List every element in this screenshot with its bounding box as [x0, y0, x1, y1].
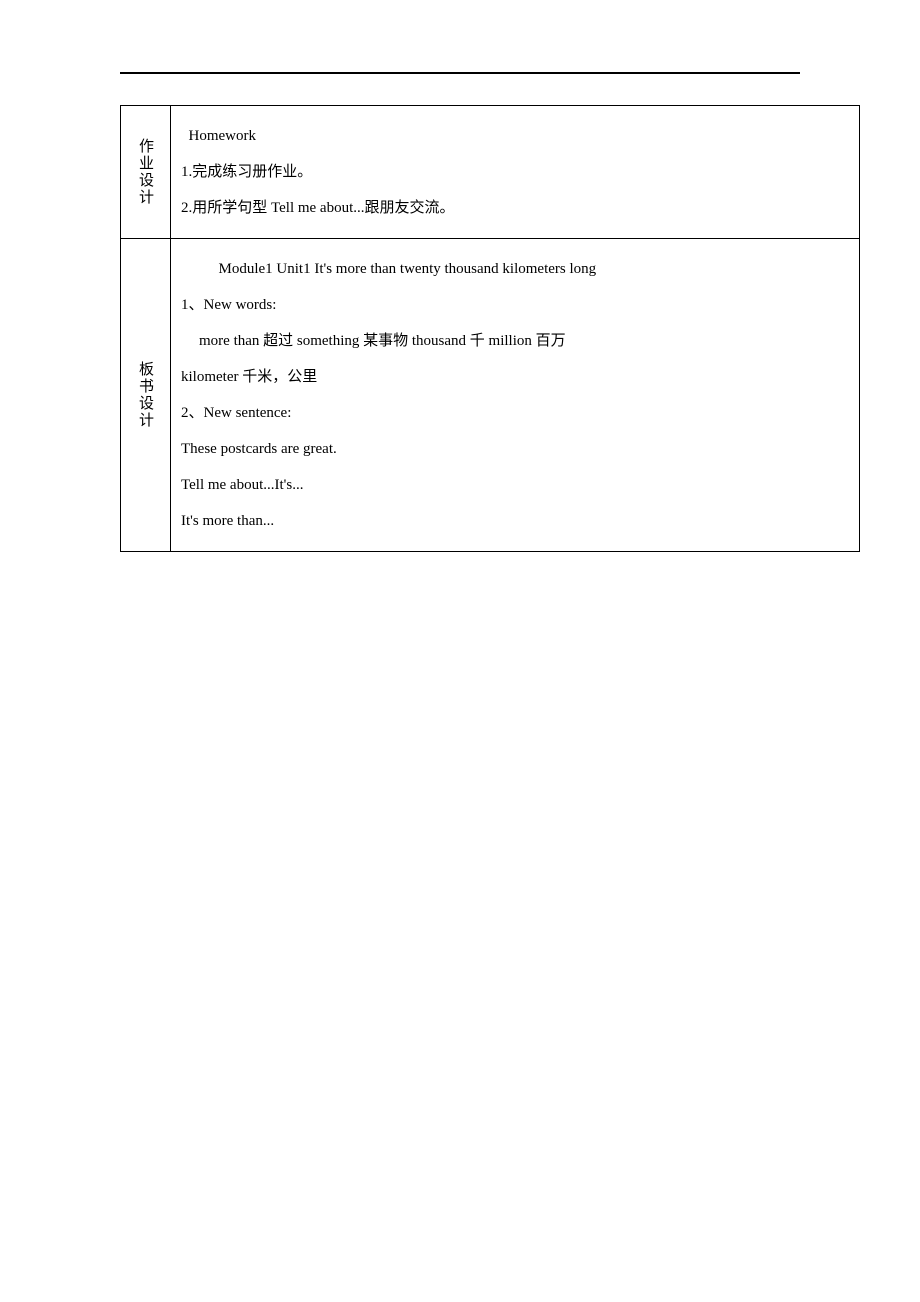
- row-content-homework: Homework 1.完成练习册作业。 2.用所学句型 Tell me abou…: [171, 106, 859, 238]
- content-line: It's more than...: [181, 503, 849, 539]
- table-row: 作业设计 Homework 1.完成练习册作业。 2.用所学句型 Tell me…: [121, 106, 859, 239]
- content-line: Homework: [181, 118, 849, 154]
- content-line: These postcards are great.: [181, 431, 849, 467]
- lesson-plan-table: 作业设计 Homework 1.完成练习册作业。 2.用所学句型 Tell me…: [120, 105, 860, 552]
- row-content-board: Module1 Unit1 It's more than twenty thou…: [171, 239, 859, 551]
- content-line: 2.用所学句型 Tell me about...跟朋友交流。: [181, 190, 849, 226]
- row-header-homework: 作业设计: [121, 106, 171, 238]
- header-rule: [120, 72, 800, 74]
- content-line: kilometer 千米，公里: [181, 359, 849, 395]
- content-line: 1.完成练习册作业。: [181, 154, 849, 190]
- table-row: 板书设计 Module1 Unit1 It's more than twenty…: [121, 239, 859, 551]
- content-line: 2、New sentence:: [181, 395, 849, 431]
- content-line: Module1 Unit1 It's more than twenty thou…: [181, 251, 849, 287]
- row-header-label: 板书设计: [135, 361, 156, 429]
- content-line: Tell me about...It's...: [181, 467, 849, 503]
- content-line: 1、New words:: [181, 287, 849, 323]
- content-line: more than 超过 something 某事物 thousand 千 mi…: [181, 323, 849, 359]
- row-header-label: 作业设计: [135, 138, 156, 206]
- row-header-board: 板书设计: [121, 239, 171, 551]
